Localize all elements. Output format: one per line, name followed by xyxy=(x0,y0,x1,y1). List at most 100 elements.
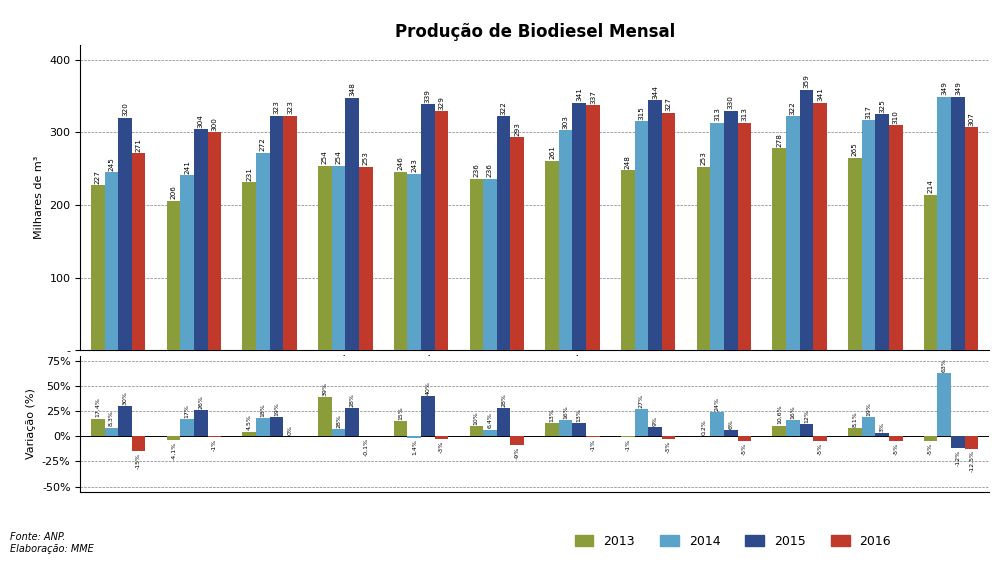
Text: 325: 325 xyxy=(879,99,885,113)
Text: 13%: 13% xyxy=(549,408,554,421)
Bar xyxy=(709,412,723,436)
Text: 253: 253 xyxy=(362,151,368,165)
Legend: 2013, 2014, 2015, 2016: 2013, 2014, 2015, 2016 xyxy=(569,530,896,553)
Text: 9%: 9% xyxy=(652,416,657,426)
Bar xyxy=(620,170,634,350)
Bar xyxy=(545,160,559,350)
Text: 0,2%: 0,2% xyxy=(700,419,705,434)
Text: -5%: -5% xyxy=(816,443,821,455)
Bar xyxy=(798,89,812,350)
Bar xyxy=(937,97,950,350)
Bar xyxy=(648,427,661,436)
Bar xyxy=(661,436,675,440)
Bar xyxy=(648,101,661,350)
Text: 206: 206 xyxy=(171,185,177,199)
Bar xyxy=(888,125,902,350)
Text: 40%: 40% xyxy=(425,381,430,394)
Bar xyxy=(559,420,572,436)
Text: 253: 253 xyxy=(700,151,706,165)
Bar xyxy=(469,426,482,436)
Text: 303: 303 xyxy=(562,115,568,129)
Bar xyxy=(91,185,104,350)
Text: 243: 243 xyxy=(411,158,417,172)
Bar xyxy=(964,127,977,350)
Text: 248: 248 xyxy=(624,155,630,169)
Bar xyxy=(242,432,256,436)
Bar xyxy=(104,428,118,436)
Text: 236: 236 xyxy=(486,163,492,177)
Text: 8,1%: 8,1% xyxy=(852,411,857,427)
Bar xyxy=(737,123,750,350)
Bar xyxy=(923,436,937,441)
Text: 19%: 19% xyxy=(274,402,279,416)
Text: -5%: -5% xyxy=(927,443,932,455)
Bar xyxy=(861,120,875,350)
Bar xyxy=(696,167,709,350)
Text: -0,1%: -0,1% xyxy=(363,438,368,456)
Bar xyxy=(331,166,345,350)
Text: 4,5%: 4,5% xyxy=(247,414,252,431)
Bar xyxy=(661,113,675,350)
Bar xyxy=(964,436,977,449)
Text: -12%: -12% xyxy=(955,450,960,466)
Bar xyxy=(270,417,283,436)
Bar xyxy=(723,111,737,350)
Text: 329: 329 xyxy=(438,96,444,110)
Text: 254: 254 xyxy=(335,150,341,164)
Text: -15%: -15% xyxy=(136,453,141,469)
Bar xyxy=(420,104,434,350)
Text: 27%: 27% xyxy=(638,394,643,408)
Text: 28%: 28% xyxy=(349,393,354,407)
Bar xyxy=(208,436,221,437)
Bar xyxy=(407,436,420,438)
Bar xyxy=(331,429,345,436)
Text: 16%: 16% xyxy=(789,405,794,419)
Bar xyxy=(118,118,131,350)
Bar xyxy=(131,154,145,350)
Text: 6%: 6% xyxy=(727,419,732,429)
Y-axis label: Milhares de m³: Milhares de m³ xyxy=(34,156,44,240)
Bar xyxy=(559,130,572,350)
Text: 18%: 18% xyxy=(260,403,265,417)
Bar xyxy=(875,433,888,436)
Bar xyxy=(785,116,798,350)
Text: 30%: 30% xyxy=(122,391,127,405)
Bar xyxy=(208,132,221,350)
Bar xyxy=(131,436,145,451)
Text: 0%: 0% xyxy=(287,425,292,435)
Text: 28%: 28% xyxy=(500,393,506,407)
Text: 15%: 15% xyxy=(398,406,403,420)
Text: 313: 313 xyxy=(713,107,719,121)
Text: 304: 304 xyxy=(198,114,204,128)
Bar xyxy=(407,174,420,350)
Text: Fonte: ANP.
Elaboração: MME: Fonte: ANP. Elaboração: MME xyxy=(10,532,93,554)
Text: 241: 241 xyxy=(184,160,190,174)
Text: 272: 272 xyxy=(260,137,266,151)
Bar xyxy=(888,436,902,441)
Bar xyxy=(482,430,496,436)
Text: -3%: -3% xyxy=(665,441,670,453)
Text: 231: 231 xyxy=(246,167,252,181)
Y-axis label: Variação (%): Variação (%) xyxy=(26,388,36,459)
Text: 246: 246 xyxy=(397,157,403,170)
Bar xyxy=(812,103,826,350)
Bar xyxy=(318,166,331,350)
Text: 310: 310 xyxy=(892,110,898,124)
Text: 315: 315 xyxy=(638,106,644,120)
Text: 17%: 17% xyxy=(185,404,190,418)
Bar xyxy=(785,420,798,436)
Bar xyxy=(709,123,723,350)
Bar xyxy=(194,129,208,350)
Bar xyxy=(496,116,510,350)
Bar xyxy=(318,397,331,436)
Text: 300: 300 xyxy=(211,117,217,131)
Bar xyxy=(950,436,964,449)
Text: 24%: 24% xyxy=(714,397,719,411)
Bar xyxy=(283,116,297,350)
Text: 323: 323 xyxy=(287,101,293,114)
Bar xyxy=(875,114,888,350)
Bar xyxy=(181,419,194,436)
Text: 12%: 12% xyxy=(803,409,808,423)
Bar xyxy=(256,153,270,350)
Bar xyxy=(345,98,359,350)
